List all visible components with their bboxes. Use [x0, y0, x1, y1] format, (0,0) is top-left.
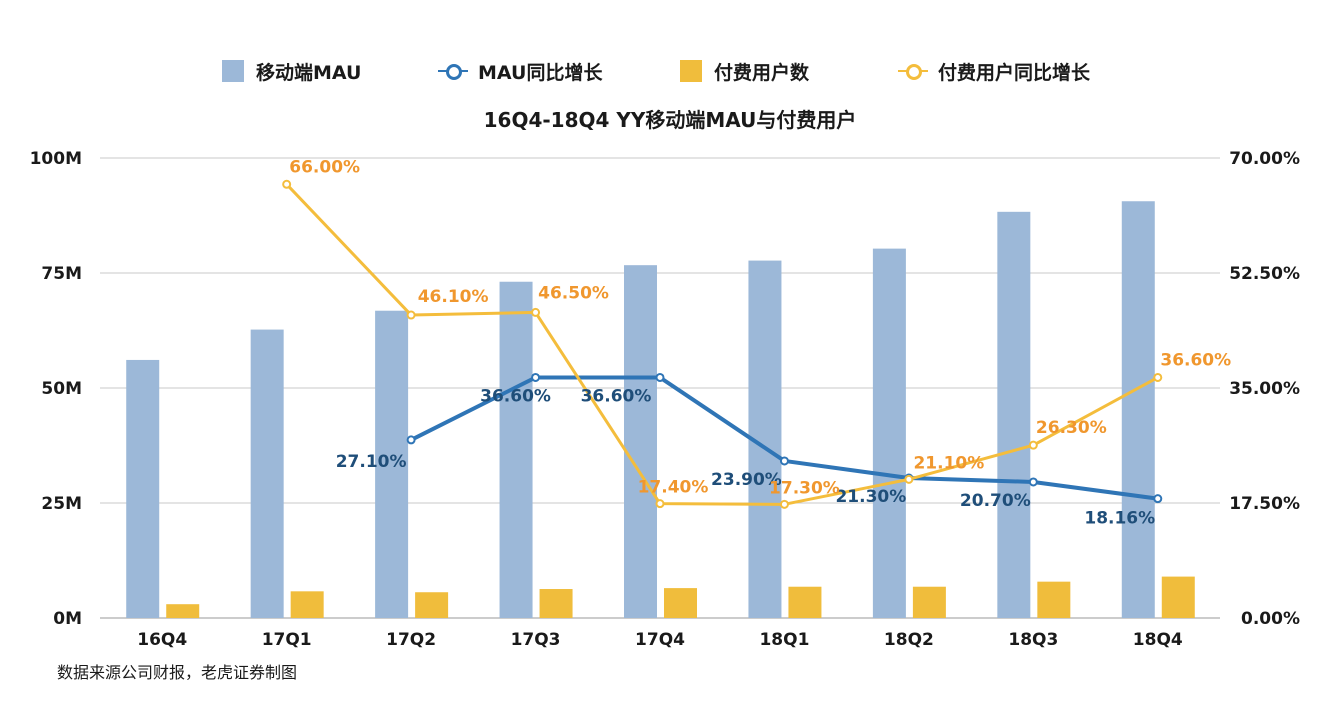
right-axis-tick-label: 17.50% — [1229, 494, 1300, 514]
right-axis-tick-label: 35.00% — [1229, 379, 1300, 399]
legend-item-mau-growth: MAU同比增长 — [438, 56, 602, 86]
bar-paying-users — [912, 586, 946, 618]
bar-paying-users — [1037, 581, 1071, 618]
data-label-mau-growth: 36.60% — [581, 386, 652, 406]
x-axis-tick-label: 18Q1 — [759, 630, 809, 650]
line-paying-growth — [285, 183, 1159, 506]
data-label-paying-growth: 17.40% — [638, 478, 709, 498]
bar-mau — [375, 310, 409, 618]
left-axis-tick-label: 0M — [53, 609, 82, 629]
right-axis-tick-label: 0.00% — [1241, 609, 1300, 629]
point-paying-growth — [1153, 372, 1163, 382]
point-paying-growth — [406, 310, 416, 320]
left-axis-tick-label: 25M — [41, 494, 82, 514]
legend-swatch-mau — [222, 60, 244, 82]
data-label-paying-growth: 26.30% — [1036, 418, 1107, 438]
data-label-paying-growth: 17.30% — [769, 478, 840, 498]
legend-swatch-mau-growth — [438, 60, 468, 82]
point-paying-growth — [779, 499, 789, 509]
point-paying-growth — [531, 307, 541, 317]
chart-title: 16Q4-18Q4 YY移动端MAU与付费用户 — [483, 108, 857, 132]
bar-paying-users — [788, 586, 822, 618]
x-axis-tick-label: 18Q4 — [1133, 630, 1183, 650]
x-axis-tick-label: 17Q2 — [386, 630, 436, 650]
point-mau-growth — [406, 435, 416, 445]
bar-mau — [997, 211, 1031, 618]
point-mau-growth — [779, 456, 789, 466]
point-paying-growth — [1028, 440, 1038, 450]
legend-label-mau-growth: MAU同比增长 — [478, 61, 603, 84]
bar-paying-users — [166, 604, 200, 618]
point-mau-growth — [1028, 477, 1038, 487]
right-axis-tick-label: 70.00% — [1229, 149, 1300, 169]
x-axis-tick-label: 18Q2 — [884, 630, 934, 650]
legend-item-paying-users: 付费用户数 — [680, 56, 809, 86]
x-axis-tick-label: 18Q3 — [1008, 630, 1058, 650]
point-mau-growth — [1153, 494, 1163, 504]
left-axis-tick-label: 75M — [41, 264, 82, 284]
data-label-paying-growth: 21.10% — [913, 453, 984, 473]
data-label-paying-growth: 46.10% — [418, 287, 489, 307]
x-axis-tick-label: 17Q3 — [511, 630, 561, 650]
legend-swatch-paying-users — [680, 60, 702, 82]
legend-swatch-paying-growth — [898, 60, 928, 82]
legend-label-paying-users: 付费用户数 — [714, 61, 810, 84]
point-paying-growth — [282, 179, 292, 189]
bar-paying-users — [415, 592, 449, 618]
legend-item-paying-growth: 付费用户同比增长 — [898, 56, 1090, 86]
x-axis-tick-label: 17Q1 — [262, 630, 312, 650]
data-label-paying-growth: 46.50% — [538, 283, 609, 303]
x-axis-tick-label: 17Q4 — [635, 630, 685, 650]
data-label-mau-growth: 20.70% — [960, 491, 1031, 511]
point-paying-growth — [904, 474, 914, 484]
data-label-paying-growth: 36.60% — [1160, 350, 1231, 370]
bar-mau — [624, 265, 657, 618]
bar-paying-users — [290, 591, 324, 618]
bar-mau — [126, 359, 160, 618]
bar-paying-users — [1161, 576, 1195, 618]
data-label-mau-growth: 21.30% — [835, 487, 906, 507]
data-label-paying-growth: 66.00% — [289, 157, 360, 177]
legend: 移动端MAU MAU同比增长 付费用户数 付费用户同比增长 — [0, 56, 1340, 86]
bar-mau — [250, 329, 284, 618]
source-note: 数据来源公司财报，老虎证券制图 — [57, 663, 298, 682]
data-label-mau-growth: 27.10% — [336, 452, 407, 472]
left-axis-tick-label: 100M — [30, 149, 82, 169]
left-axis-tick-label: 50M — [41, 379, 82, 399]
bar-paying-users — [664, 588, 697, 618]
bar-mau — [1121, 201, 1155, 619]
data-label-mau-growth: 23.90% — [711, 470, 782, 490]
point-mau-growth — [655, 372, 665, 382]
right-axis-tick-label: 52.50% — [1229, 264, 1300, 284]
data-label-mau-growth: 36.60% — [480, 386, 551, 406]
x-axis-tick-label: 16Q4 — [137, 630, 187, 650]
legend-item-mau: 移动端MAU — [222, 56, 361, 86]
point-mau-growth — [531, 372, 541, 382]
legend-label-mau: 移动端MAU — [256, 61, 362, 84]
data-label-mau-growth: 18.16% — [1084, 509, 1155, 529]
legend-label-paying-growth: 付费用户同比增长 — [938, 61, 1091, 84]
bar-mau — [499, 281, 533, 618]
point-paying-growth — [655, 499, 665, 509]
bar-mau — [872, 248, 906, 618]
bar-paying-users — [539, 589, 573, 618]
